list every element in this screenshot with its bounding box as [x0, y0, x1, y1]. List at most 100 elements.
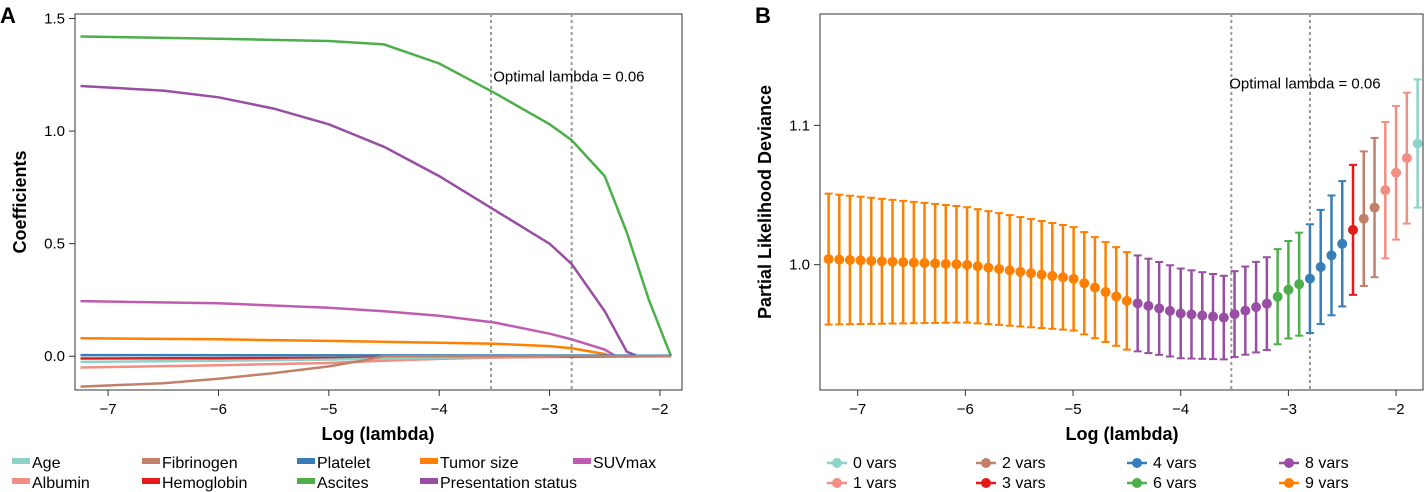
legend-label: 2 vars — [1002, 455, 1046, 472]
cv-point-8-vars — [1240, 265, 1251, 356]
panel-a-y-label: Coefficients — [10, 150, 30, 253]
cv-point-8-vars — [1175, 267, 1186, 360]
legend-label: 0 vars — [853, 455, 897, 472]
coef-path-suvmax — [80, 299, 671, 358]
panel-b-legend: 0 vars 2 vars 4 vars 8 vars 1 vars 3 vars 6 va… — [827, 455, 1349, 492]
cv-point-4-vars — [1315, 208, 1326, 326]
y-tick-label: 0.5 — [44, 236, 65, 253]
legend-swatch-dot — [832, 458, 842, 468]
y-tick-label: 1.1 — [789, 117, 810, 134]
legend-label: 9 vars — [1305, 475, 1349, 492]
cv-point-2-vars — [1358, 150, 1369, 288]
legend-swatch — [142, 478, 160, 484]
cv-point-9-vars — [823, 192, 834, 326]
legend-swatch-dot — [1132, 478, 1142, 488]
cv-point-9-vars — [983, 210, 994, 326]
legend-label: Hemoglobin — [162, 475, 247, 492]
cv-point-8-vars — [1132, 254, 1143, 353]
x-tick-label: −4 — [1172, 401, 1189, 418]
legend-swatch-dot — [832, 478, 842, 488]
cv-point-9-vars — [962, 206, 973, 324]
cv-point-9-vars — [919, 201, 930, 325]
cv-point-0-vars — [1412, 78, 1423, 209]
cv-point-9-vars — [1047, 221, 1058, 330]
legend-label: Ascites — [317, 475, 369, 492]
cv-point-9-vars — [855, 195, 866, 326]
legend-label: Tumor size — [440, 455, 519, 472]
cv-point-1-vars — [1401, 91, 1412, 225]
cv-point-8-vars — [1164, 264, 1175, 358]
x-tick-label: −3 — [1280, 401, 1297, 418]
cv-point-9-vars — [834, 193, 845, 326]
cv-point-9-vars — [1015, 216, 1026, 328]
cv-point-9-vars — [876, 197, 887, 325]
panel-b-annotation: Optimal lambda = 0.06 — [1229, 76, 1380, 93]
cv-point-8-vars — [1229, 270, 1240, 359]
panel-a: A −7 −6 −5 −4 −3 −2 0.0 0.5 1.0 1.5 Log (lambda)… — [0, 3, 683, 492]
cv-point-8-vars — [1261, 256, 1272, 352]
legend-swatch — [297, 478, 315, 484]
cv-point-9-vars — [1089, 236, 1100, 340]
cv-point-9-vars — [1111, 246, 1122, 347]
cv-point-8-vars — [1197, 271, 1208, 360]
legend-label: Albumin — [32, 475, 90, 492]
x-tick-label: −3 — [541, 401, 558, 418]
legend-swatch-dot — [981, 478, 991, 488]
cv-point-9-vars — [930, 202, 941, 324]
cv-point-8-vars — [1186, 269, 1197, 360]
x-tick-label: −5 — [320, 401, 337, 418]
cv-point-2-vars — [1369, 136, 1380, 279]
legend-swatch — [420, 478, 438, 484]
legend-swatch-dot — [1132, 458, 1142, 468]
cv-point-9-vars — [994, 212, 1005, 326]
coef-path-tumor-size — [80, 336, 671, 358]
panel-b-x-label: Log (lambda) — [1066, 424, 1179, 444]
cv-point-9-vars — [951, 205, 962, 324]
cv-point-6-vars — [1272, 248, 1283, 346]
cv-point-9-vars — [1100, 241, 1111, 343]
y-tick-label: 1.5 — [44, 11, 65, 28]
cv-point-8-vars — [1251, 260, 1262, 354]
cv-point-9-vars — [866, 196, 877, 325]
legend-label: 6 vars — [1153, 475, 1197, 492]
cv-point-9-vars — [1004, 214, 1015, 327]
cv-point-6-vars — [1283, 239, 1294, 340]
legend-label: SUVmax — [593, 455, 656, 472]
x-tick-label: −6 — [957, 401, 974, 418]
cv-point-8-vars — [1218, 274, 1229, 361]
legend-swatch-dot — [1284, 478, 1294, 488]
cv-point-8-vars — [1208, 272, 1219, 361]
cv-point-9-vars — [1068, 226, 1079, 332]
y-tick-label: 0.0 — [44, 348, 65, 365]
panel-b-label: B — [755, 3, 771, 28]
cv-point-1-vars — [1391, 104, 1402, 241]
panel-a-label: A — [0, 3, 16, 28]
legend-label: Age — [32, 455, 61, 472]
legend-label: Fibrinogen — [162, 455, 238, 472]
x-tick-label: −5 — [1064, 401, 1081, 418]
cv-point-9-vars — [898, 199, 909, 325]
legend-swatch — [12, 458, 30, 464]
y-tick-label: 1.0 — [44, 123, 65, 140]
legend-swatch — [420, 458, 438, 464]
panel-b-plot-frame — [819, 13, 1424, 391]
legend-label: 1 vars — [853, 475, 897, 492]
legend-swatch — [573, 458, 591, 464]
cv-point-8-vars — [1143, 257, 1154, 355]
legend-swatch-dot — [981, 458, 991, 468]
cv-point-9-vars — [972, 208, 983, 325]
x-tick-label: −7 — [100, 401, 117, 418]
legend-swatch — [142, 458, 160, 464]
y-tick-label: 1.0 — [789, 257, 810, 274]
cv-point-9-vars — [1121, 251, 1132, 351]
cv-point-9-vars — [1079, 231, 1090, 336]
cv-point-3-vars — [1348, 163, 1359, 296]
legend-label: Presentation status — [440, 475, 577, 492]
cv-point-9-vars — [908, 200, 919, 325]
panel-a-x-label: Log (lambda) — [322, 424, 435, 444]
panel-a-annotation: Optimal lambda = 0.06 — [493, 69, 644, 86]
cv-point-9-vars — [887, 198, 898, 325]
x-tick-label: −4 — [431, 401, 448, 418]
cv-point-1-vars — [1380, 120, 1391, 260]
coef-path-fibrinogen — [80, 354, 671, 388]
